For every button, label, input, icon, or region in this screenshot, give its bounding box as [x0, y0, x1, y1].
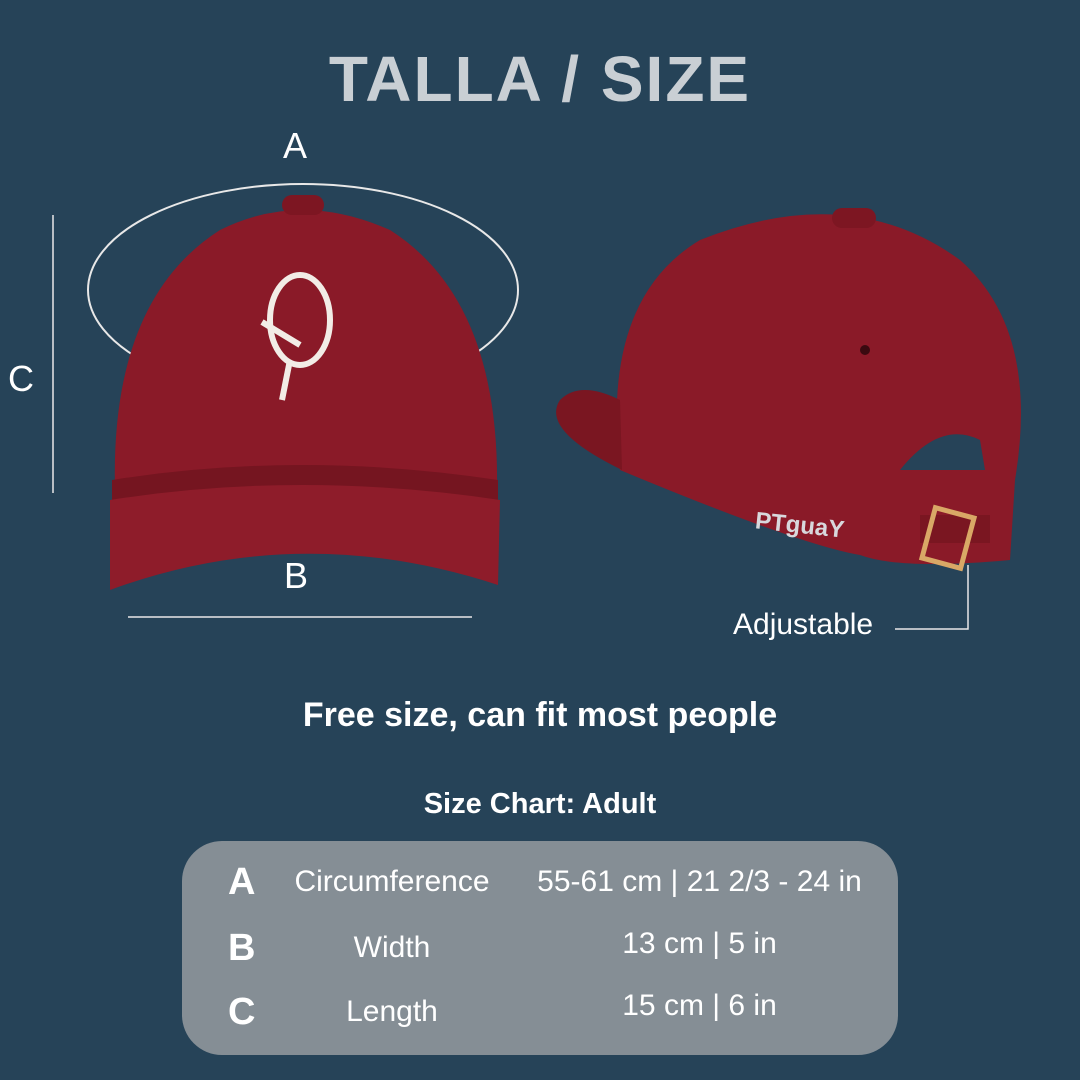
row-name: Width — [353, 931, 431, 964]
row-letter: B — [228, 927, 256, 969]
label-a: A — [283, 125, 308, 166]
row-letter: A — [228, 861, 256, 903]
label-c: C — [8, 358, 34, 399]
row-letter: C — [228, 991, 256, 1033]
row-name: Circumference — [294, 865, 490, 898]
table-row: A Circumference 55-61 cm | 21 2/3 - 24 i… — [182, 861, 898, 921]
row-value: 15 cm | 6 in — [622, 989, 777, 1022]
row-value: 55-61 cm | 21 2/3 - 24 in — [537, 865, 862, 898]
size-chart-title: Size Chart: Adult — [423, 788, 657, 820]
label-b: B — [284, 555, 309, 596]
table-row: C Length 15 cm | 6 in — [182, 989, 898, 1051]
size-chart-table: A Circumference 55-61 cm | 21 2/3 - 24 i… — [182, 841, 898, 1055]
back-cap-image — [556, 208, 1021, 572]
subtitle: Free size, can fit most people — [302, 696, 778, 734]
logo-icon — [260, 272, 333, 401]
adjustable-pointer — [895, 565, 969, 630]
row-name: Length — [346, 995, 438, 1028]
caps-illustration — [52, 183, 1021, 630]
front-cap-image — [110, 195, 500, 590]
adjustable-label: Adjustable — [733, 608, 874, 641]
row-value: 13 cm | 5 in — [622, 927, 777, 960]
buckle-icon — [918, 504, 978, 572]
page-title: TALLA / SIZE — [328, 43, 752, 115]
table-row: B Width 13 cm | 5 in — [182, 927, 898, 987]
